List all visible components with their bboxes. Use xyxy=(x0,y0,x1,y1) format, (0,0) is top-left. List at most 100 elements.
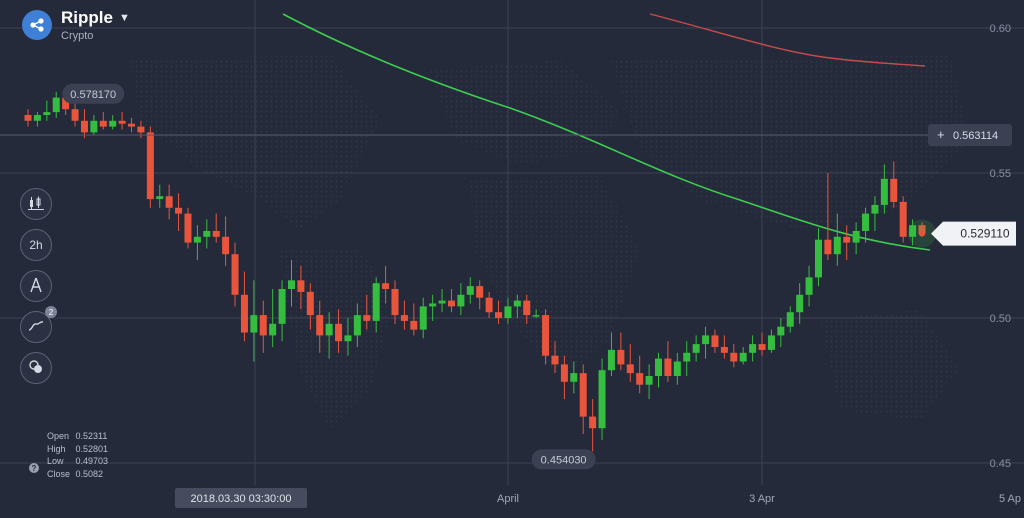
candle-body xyxy=(419,306,427,330)
candle-body xyxy=(128,123,136,127)
candle-body xyxy=(720,347,728,353)
candle-body xyxy=(786,312,794,327)
y-tick-label: 0.50 xyxy=(990,313,1011,325)
chart-toolbar: 2h 2 xyxy=(20,188,57,393)
candle-body xyxy=(269,323,277,336)
candle-body xyxy=(410,320,418,330)
x-tick-label: 5 Ap xyxy=(999,493,1021,505)
candle-body xyxy=(702,335,710,345)
candle-body xyxy=(504,306,512,318)
candles xyxy=(24,91,926,452)
candle-body xyxy=(240,294,248,333)
candle-body xyxy=(231,254,239,295)
candle-body xyxy=(146,132,154,200)
candle-body xyxy=(62,97,70,110)
candle-body xyxy=(90,120,98,133)
indicators-button[interactable]: 2 xyxy=(20,306,57,343)
candle-body xyxy=(617,349,625,365)
moving-averages xyxy=(282,13,931,251)
time-cursor-label: 2018.03.30 03:30:00 xyxy=(191,493,292,505)
open-value: 0.52311 xyxy=(75,431,108,441)
candle-body xyxy=(137,126,145,133)
candle-body xyxy=(222,236,230,255)
candle-body xyxy=(814,239,822,278)
drawing-tools-button[interactable] xyxy=(20,270,52,302)
candle-body xyxy=(99,120,107,127)
high-label: High xyxy=(47,443,66,454)
candle-body xyxy=(165,196,173,208)
asset-selector[interactable]: Ripple ▼ Crypto xyxy=(22,8,130,42)
candle-body xyxy=(193,236,201,243)
current-price-tag xyxy=(931,221,1016,246)
candle-body xyxy=(636,373,644,385)
candle-body xyxy=(523,300,531,316)
moving-average-red xyxy=(649,13,926,67)
min-price-label: 0.454030 xyxy=(541,454,587,466)
candle-body xyxy=(711,335,719,347)
candle-body xyxy=(749,344,757,353)
max-price-bubble xyxy=(62,83,125,104)
crosshair-price-box xyxy=(928,123,1012,146)
candle-body xyxy=(918,225,926,234)
candle-body xyxy=(880,178,888,205)
asset-name: Ripple xyxy=(61,8,113,27)
candle-body xyxy=(560,364,568,382)
candle-body xyxy=(495,312,503,318)
candle-body xyxy=(447,300,455,307)
candle-body xyxy=(805,277,813,295)
candle-body xyxy=(664,358,672,376)
candle-body xyxy=(476,286,484,298)
candle-body xyxy=(175,207,183,214)
asset-category: Crypto xyxy=(61,30,94,42)
candle-body xyxy=(33,115,41,121)
drawing-compass-icon xyxy=(29,277,43,296)
templates-button[interactable] xyxy=(20,352,52,384)
ohlc-panel: Open 0.52311 High 0.52801 Low 0.49703 Cl… xyxy=(47,430,108,480)
world-map-background xyxy=(130,55,970,430)
candle-body xyxy=(400,315,408,321)
candle-body xyxy=(466,286,474,295)
candle-body xyxy=(862,213,870,231)
candle-body xyxy=(325,323,333,336)
candle-body xyxy=(598,370,606,429)
candle-body xyxy=(109,120,117,127)
candle-body xyxy=(833,236,841,255)
x-tick-label: April xyxy=(497,493,519,505)
indicators-count-badge: 2 xyxy=(45,306,57,318)
candle-body xyxy=(259,315,267,336)
candle-body xyxy=(589,416,597,429)
candle-body xyxy=(542,315,550,356)
candle-body xyxy=(607,349,615,371)
help-icon[interactable]: ? xyxy=(29,463,39,473)
candle-body xyxy=(758,344,766,350)
candle-body xyxy=(457,294,465,307)
current-price-label: 0.529110 xyxy=(960,227,1009,241)
candle-body xyxy=(344,335,352,342)
chevron-down-icon[interactable]: ▼ xyxy=(118,12,130,24)
candle-body xyxy=(796,294,804,313)
candle-body xyxy=(278,289,286,324)
candle-body xyxy=(335,323,343,342)
candle-body xyxy=(890,178,898,202)
candle-body xyxy=(485,297,493,313)
candle-body xyxy=(645,376,653,385)
candle-body xyxy=(438,300,446,304)
templates-icon xyxy=(28,359,44,378)
candle-body xyxy=(250,315,258,333)
candle-body xyxy=(852,231,860,243)
max-price-label: 0.578170 xyxy=(70,89,116,101)
low-value: 0.49703 xyxy=(75,456,109,466)
timeframe-button[interactable]: 2h xyxy=(20,229,52,261)
candle-body xyxy=(43,112,51,115)
candle-body xyxy=(429,303,437,307)
candle-body xyxy=(843,236,851,243)
candle-body xyxy=(80,120,88,133)
candle-body xyxy=(899,202,907,237)
high-value: 0.52801 xyxy=(75,443,109,454)
chart-type-button[interactable] xyxy=(20,188,52,220)
candle-body xyxy=(551,355,559,365)
candle-body xyxy=(203,231,211,237)
y-tick-label: 0.55 xyxy=(990,168,1011,180)
